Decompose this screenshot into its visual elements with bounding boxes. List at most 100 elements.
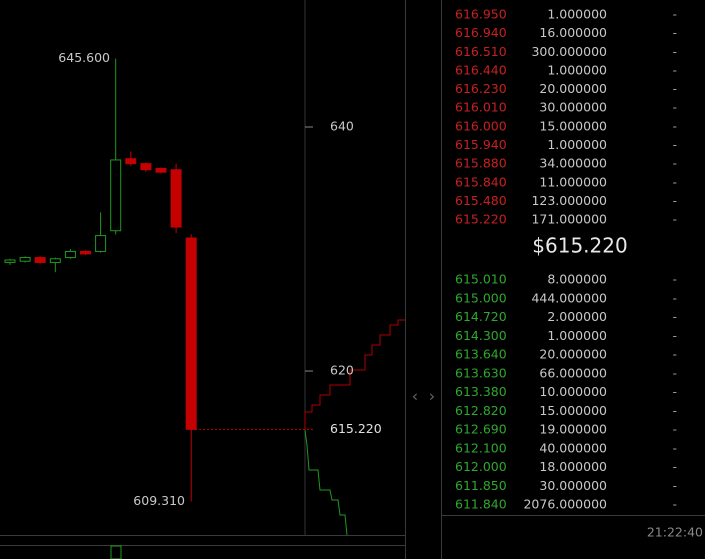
book-amount: 1.000000 xyxy=(547,137,607,152)
book-price: 614.300 xyxy=(455,328,507,343)
book-total: - xyxy=(672,44,677,59)
book-total: - xyxy=(672,440,677,455)
book-total: - xyxy=(672,328,677,343)
ask-depth xyxy=(304,319,405,430)
volume-bar xyxy=(110,545,122,559)
book-amount: 123.000000 xyxy=(531,193,607,208)
book-amount: 19.000000 xyxy=(539,422,607,437)
book-total: - xyxy=(672,25,677,40)
high-label: 645.600 xyxy=(58,50,110,65)
clock: 21:22:40 xyxy=(647,525,703,540)
last-price: $615.220 xyxy=(532,234,627,258)
book-price: 615.940 xyxy=(455,137,507,152)
book-price: 615.840 xyxy=(455,174,507,189)
book-price: 616.010 xyxy=(455,100,507,115)
book-total: - xyxy=(672,174,677,189)
book-amount: 34.000000 xyxy=(539,156,607,171)
y-tick-label: 620 xyxy=(330,363,354,378)
book-total: - xyxy=(672,100,677,115)
book-amount: 30.000000 xyxy=(539,478,607,493)
book-total: - xyxy=(672,347,677,362)
book-total: - xyxy=(672,212,677,227)
book-total: - xyxy=(672,403,677,418)
candle-body xyxy=(110,159,122,232)
book-total: - xyxy=(672,478,677,493)
candle-body xyxy=(34,257,46,263)
book-price: 616.440 xyxy=(455,62,507,77)
book-total: - xyxy=(672,81,677,96)
book-total: - xyxy=(672,156,677,171)
book-amount: 66.000000 xyxy=(539,365,607,380)
book-amount: 20.000000 xyxy=(539,347,607,362)
book-total: - xyxy=(672,497,677,512)
last-price-label: 615.220 xyxy=(330,421,382,436)
book-price: 614.720 xyxy=(455,309,507,324)
candle-body xyxy=(140,163,152,171)
book-amount: 18.000000 xyxy=(539,459,607,474)
book-price: 615.220 xyxy=(455,212,507,227)
book-price: 615.000 xyxy=(455,290,507,305)
book-price: 613.630 xyxy=(455,365,507,380)
book-total: - xyxy=(672,384,677,399)
book-total: - xyxy=(672,62,677,77)
candle-body xyxy=(80,250,91,255)
book-amount: 30.000000 xyxy=(539,100,607,115)
candle-body xyxy=(185,237,197,430)
candle-body xyxy=(64,250,76,259)
book-amount: 444.000000 xyxy=(531,290,607,305)
bid-depth xyxy=(304,429,348,536)
book-price: 612.690 xyxy=(455,422,507,437)
book-amount: 15.000000 xyxy=(539,403,607,418)
candle-body xyxy=(95,235,107,252)
book-price: 616.230 xyxy=(455,81,507,96)
book-price: 612.820 xyxy=(455,403,507,418)
book-total: - xyxy=(672,309,677,324)
book-price: 616.510 xyxy=(455,44,507,59)
book-price: 611.840 xyxy=(455,497,507,512)
book-total: - xyxy=(672,272,677,287)
book-total: - xyxy=(672,7,677,22)
book-amount: 15.000000 xyxy=(539,118,607,133)
book-price: 615.480 xyxy=(455,193,507,208)
book-price: 616.950 xyxy=(455,7,507,22)
book-amount: 1.000000 xyxy=(547,62,607,77)
book-amount: 11.000000 xyxy=(539,174,607,189)
book-amount: 2076.000000 xyxy=(523,497,607,512)
book-price: 612.100 xyxy=(455,440,507,455)
book-amount: 16.000000 xyxy=(539,25,607,40)
book-price: 613.640 xyxy=(455,347,507,362)
book-amount: 20.000000 xyxy=(539,81,607,96)
book-price: 615.880 xyxy=(455,156,507,171)
book-total: - xyxy=(672,422,677,437)
book-amount: 10.000000 xyxy=(539,384,607,399)
book-total: - xyxy=(672,290,677,305)
book-total: - xyxy=(672,459,677,474)
candle-body xyxy=(19,257,31,262)
book-total: - xyxy=(672,365,677,380)
book-amount: 300.000000 xyxy=(531,44,607,59)
book-amount: 8.000000 xyxy=(547,272,607,287)
book-total: - xyxy=(672,137,677,152)
book-amount: 2.000000 xyxy=(547,309,607,324)
book-amount: 40.000000 xyxy=(539,440,607,455)
book-amount: 171.000000 xyxy=(531,212,607,227)
candle-body xyxy=(125,158,137,165)
candle-body xyxy=(170,169,182,228)
book-total: - xyxy=(672,193,677,208)
candle-body xyxy=(4,259,16,263)
book-price: 611.850 xyxy=(455,478,507,493)
collapse-left[interactable]: ‹ xyxy=(412,387,418,406)
book-price: 613.380 xyxy=(455,384,507,399)
book-price: 616.000 xyxy=(455,118,507,133)
book-price: 612.000 xyxy=(455,459,507,474)
candle-body xyxy=(155,167,167,173)
book-amount: 1.000000 xyxy=(547,7,607,22)
candle-body xyxy=(49,258,61,263)
book-total: - xyxy=(672,118,677,133)
y-tick-label: 640 xyxy=(330,119,354,134)
book-price: 616.940 xyxy=(455,25,507,40)
expand-right[interactable]: › xyxy=(429,387,435,406)
